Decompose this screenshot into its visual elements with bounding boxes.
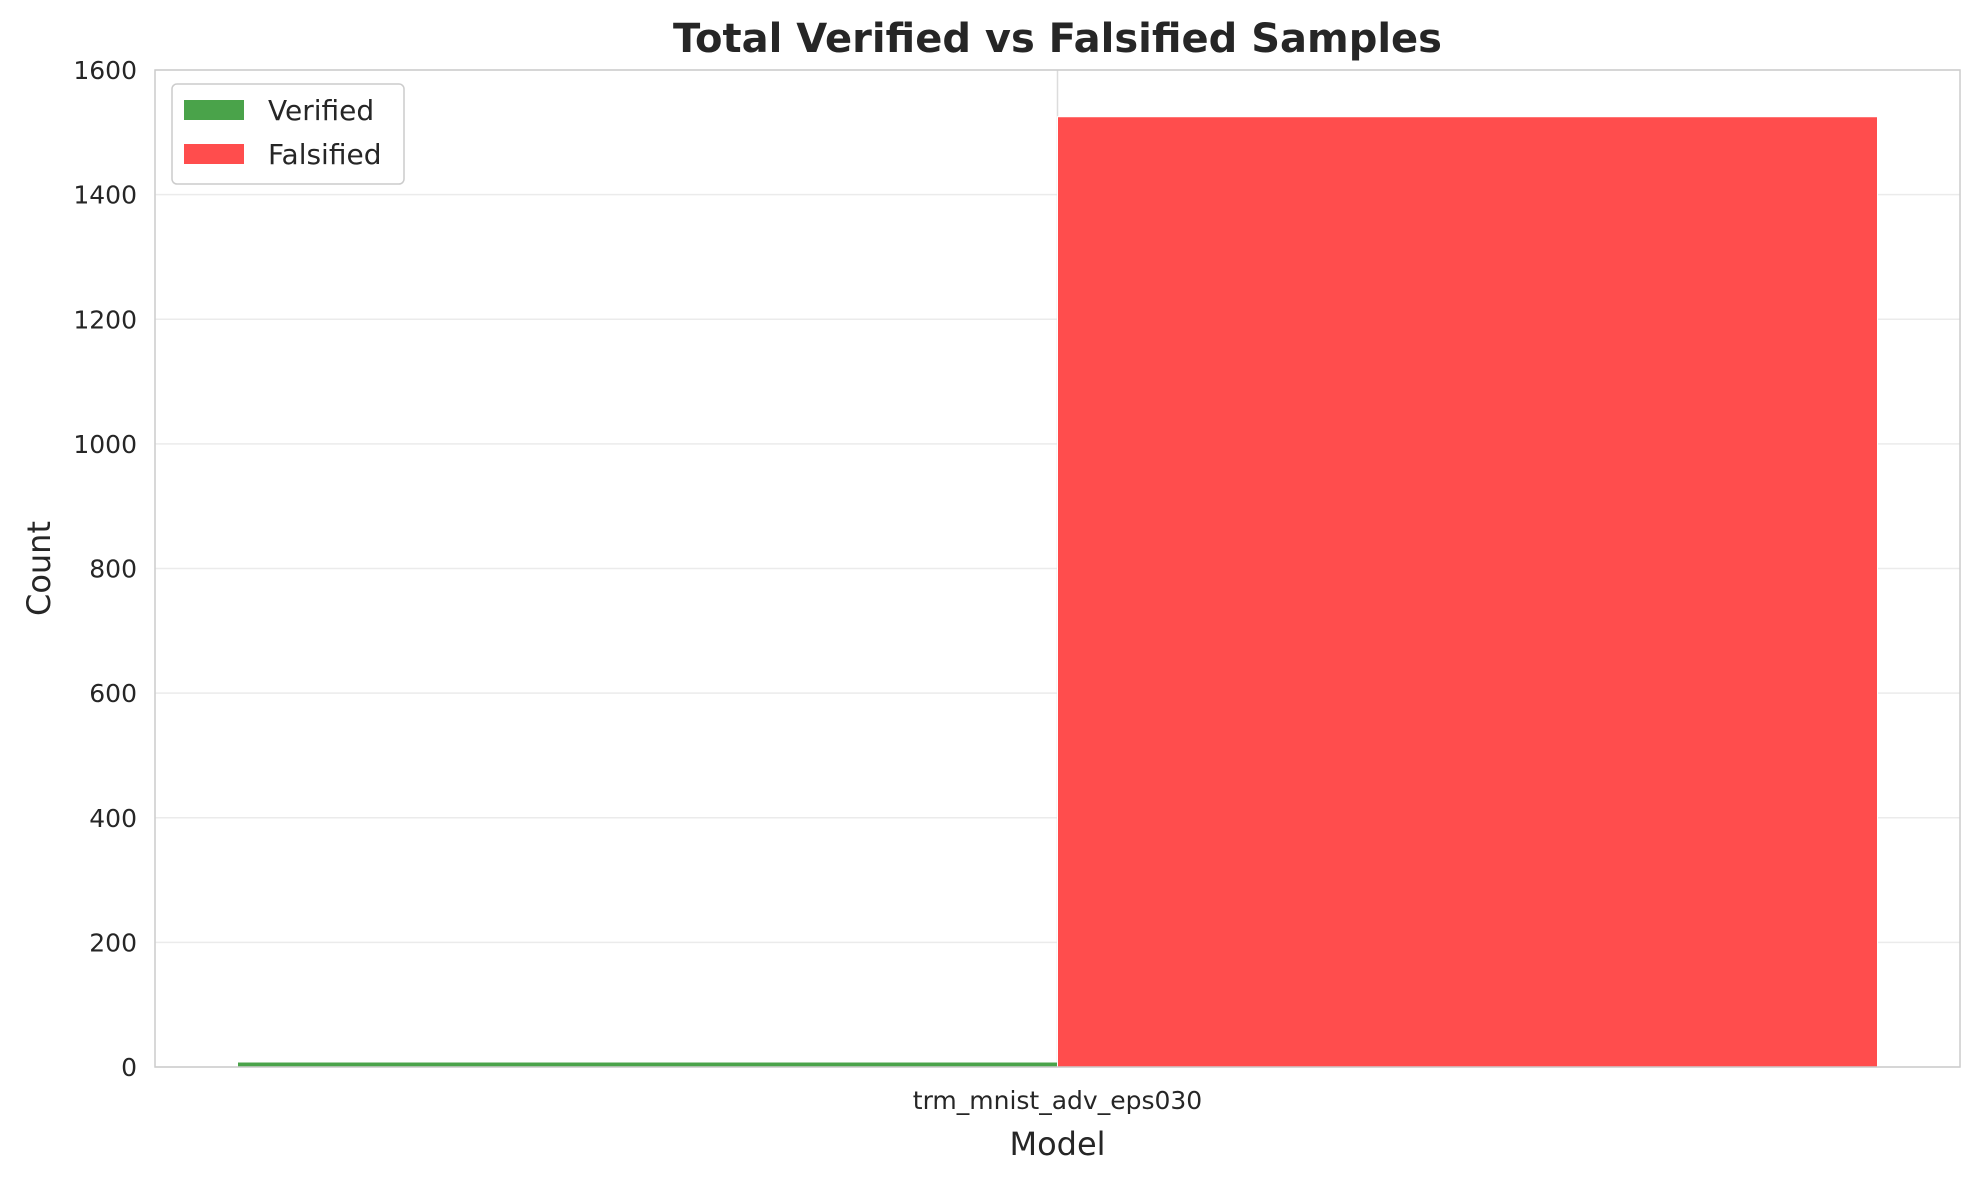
y-tick-label: 800 <box>89 555 137 584</box>
y-axis-label: Count <box>20 521 58 616</box>
plot-frame <box>154 69 1961 1068</box>
x-axis-label: Model <box>1009 1125 1105 1163</box>
y-tick-label: 1000 <box>73 430 137 459</box>
y-tick-label: 600 <box>89 679 137 708</box>
legend-label-falsified: Falsified <box>268 138 381 171</box>
chart-title: Total Verified vs Falsified Samples <box>673 16 1442 62</box>
tick-labels: 0 200 400 600 800 1000 1200 1400 1600 trm_mnist_a… <box>73 56 1202 1115</box>
bar-falsified <box>1057 116 1878 1068</box>
legend-swatch-verified <box>184 100 244 120</box>
x-tick-label: trm_mnist_adv_eps030 <box>913 1086 1202 1115</box>
legend-swatch-falsified <box>184 144 244 164</box>
y-tick-label: 1400 <box>73 181 137 210</box>
y-tick-label: 400 <box>89 804 137 833</box>
y-tick-label: 200 <box>89 928 137 957</box>
legend: Verified Falsified <box>171 83 405 185</box>
y-tick-label: 0 <box>121 1053 137 1082</box>
legend-label-verified: Verified <box>268 94 374 127</box>
plot-border <box>154 69 1961 1068</box>
bars <box>237 116 1878 1068</box>
y-tick-label: 1200 <box>73 305 137 334</box>
y-tick-label: 1600 <box>73 56 137 85</box>
